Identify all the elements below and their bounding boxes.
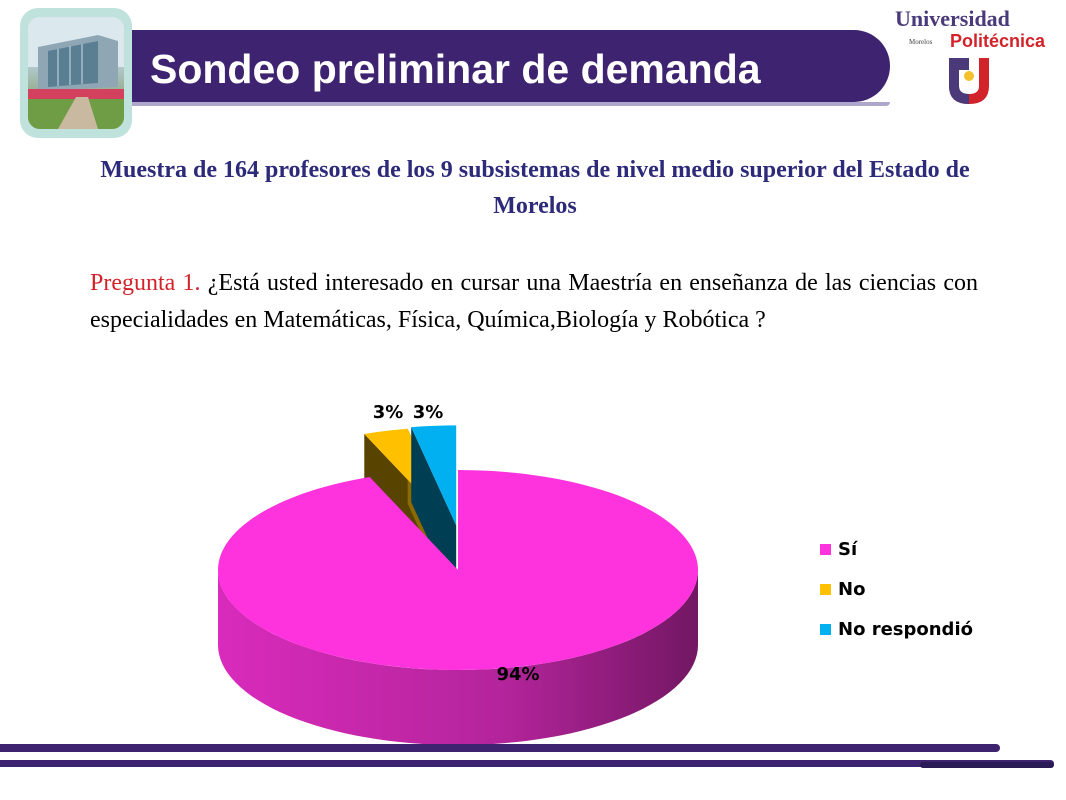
pie-slice-top-0 <box>217 470 698 670</box>
logo-politecnica-text: Politécnica <box>950 31 1046 51</box>
building-photo <box>28 17 124 129</box>
pie-chart: 94% 3% 3% Sí No No respondió <box>217 402 973 745</box>
university-logo: Universidad Morelos Politécnica <box>895 6 1060 116</box>
footer-line-bottom <box>0 760 1054 767</box>
pie-data-label-2: 3% <box>413 402 444 423</box>
logo-morelos-text: Morelos <box>909 38 933 46</box>
pie-slice-side-0 <box>218 570 698 745</box>
footer-line-top <box>0 744 1000 752</box>
footer-line-accent <box>920 762 1054 768</box>
legend-swatch-1 <box>820 584 831 595</box>
pie-slice-top-2 <box>411 425 457 526</box>
page-title: Sondeo preliminar de demanda <box>150 46 761 92</box>
legend-label-1: No <box>838 579 865 600</box>
logo-emblem-icon <box>949 58 989 104</box>
pie-data-label-1: 3% <box>373 402 404 423</box>
question-paragraph: Pregunta 1. ¿Está usted interesado en cu… <box>90 265 978 339</box>
title-bar <box>95 30 890 106</box>
legend-label-0: Sí <box>838 539 858 560</box>
pie-data-label-0: 94% <box>496 664 539 685</box>
pie-slice-0 <box>217 470 698 745</box>
chart-legend: Sí No No respondió <box>820 539 973 640</box>
question-number: Pregunta 1. <box>90 270 201 296</box>
logo-universidad-text: Universidad <box>895 6 1010 31</box>
question-text: ¿Está usted interesado en cursar una Mae… <box>90 270 978 333</box>
legend-swatch-2 <box>820 624 831 635</box>
sample-subtitle: Muestra de 164 profesores de los 9 subsi… <box>100 157 970 219</box>
legend-label-2: No respondió <box>838 619 973 640</box>
legend-swatch-0 <box>820 544 831 555</box>
building-photo-frame <box>20 8 132 138</box>
